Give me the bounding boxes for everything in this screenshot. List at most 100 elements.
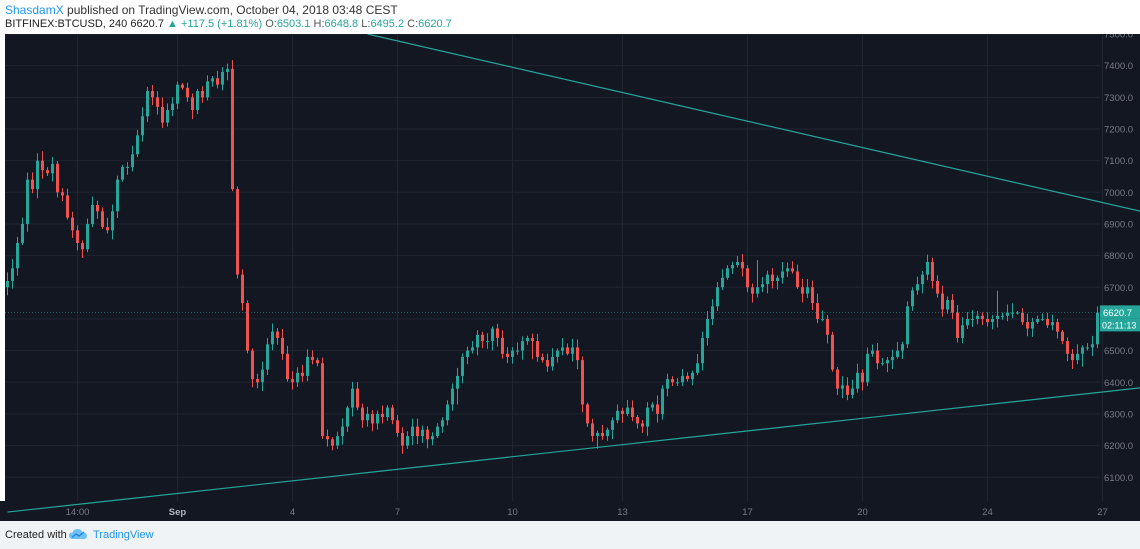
candle-body xyxy=(896,350,899,357)
y-tick-label: 7000.0 xyxy=(1104,188,1133,199)
candle-body xyxy=(291,379,294,383)
price-axis-pane xyxy=(1100,34,1140,501)
candle-body xyxy=(131,154,134,167)
candle-body xyxy=(956,312,959,338)
candle-body xyxy=(831,334,834,370)
candle-body xyxy=(86,223,89,250)
candle-body xyxy=(406,436,409,446)
candle-body xyxy=(81,242,84,250)
y-tick-label: 6500.0 xyxy=(1104,346,1133,357)
candle-body xyxy=(11,268,14,281)
candle-body xyxy=(946,299,949,310)
author-link[interactable]: ShasdamX xyxy=(5,3,64,17)
candle-body xyxy=(821,318,824,320)
candle-body xyxy=(46,170,49,174)
candle-body xyxy=(1071,353,1074,361)
candle-body xyxy=(471,347,474,351)
publish-text: published on TradingView.com, October 04… xyxy=(67,3,398,17)
candle-body xyxy=(26,179,29,224)
candle-body xyxy=(426,429,429,440)
candle-body xyxy=(901,344,904,351)
candle-body xyxy=(846,385,849,395)
candle-body xyxy=(41,160,44,171)
candle-body xyxy=(1021,312,1024,323)
candle-body xyxy=(1091,344,1094,348)
countdown-label: 02:11:13 xyxy=(1102,320,1136,330)
candle-body xyxy=(266,344,269,370)
candle-body xyxy=(411,426,414,437)
candle-body xyxy=(61,192,64,196)
last-price-label: 6620.7 xyxy=(1103,308,1132,319)
candle-body xyxy=(921,274,924,285)
candle-body xyxy=(206,81,209,98)
candle-body xyxy=(216,78,219,85)
candle-body xyxy=(221,71,224,85)
countdown-tag xyxy=(1100,318,1140,332)
candle-body xyxy=(476,334,479,348)
candles xyxy=(6,60,1099,454)
candle-body xyxy=(786,268,789,272)
candle-body xyxy=(271,331,274,345)
x-tick-label: 17 xyxy=(742,507,753,518)
open-value: 6503.1 xyxy=(276,18,311,30)
candle-body xyxy=(486,341,489,343)
candle-body xyxy=(891,356,894,361)
candle-body xyxy=(916,284,919,291)
price-chart[interactable]: 6100.06200.06300.06400.06500.06600.06700… xyxy=(0,34,1140,521)
candle-body xyxy=(1081,347,1084,354)
candle-body xyxy=(301,372,304,376)
candle-body xyxy=(51,163,54,174)
x-tick-label: 10 xyxy=(507,507,518,518)
y-tick-label: 6900.0 xyxy=(1104,219,1133,230)
chart-header: ShasdamX published on TradingView.com, O… xyxy=(0,0,1140,34)
candle-body xyxy=(201,90,204,98)
candle-body xyxy=(631,407,634,418)
candle-body xyxy=(491,328,494,342)
candle-body xyxy=(536,341,539,357)
candle-body xyxy=(181,84,184,88)
candle-body xyxy=(911,290,914,307)
high-label: H: xyxy=(313,18,325,30)
candle-body xyxy=(586,404,589,424)
candle-body xyxy=(161,106,164,123)
x-tick-label: 20 xyxy=(857,507,868,518)
x-tick-label: 27 xyxy=(1097,507,1108,518)
candle-body xyxy=(231,68,234,190)
candle-body xyxy=(996,315,999,319)
candle-body xyxy=(191,97,194,110)
candle-body xyxy=(396,420,399,433)
candle-body xyxy=(136,135,139,155)
candle-body xyxy=(951,299,954,313)
candle-body xyxy=(31,179,34,190)
candle-body xyxy=(871,350,874,354)
last-price-tag xyxy=(1100,305,1140,319)
tradingview-cloud-icon[interactable] xyxy=(68,527,88,541)
candle-body xyxy=(1076,353,1079,361)
candle-body xyxy=(91,204,94,224)
candle-body xyxy=(296,372,299,383)
candle-body xyxy=(936,280,939,294)
candle-body xyxy=(756,287,759,294)
candle-body xyxy=(1046,318,1049,326)
candle-body xyxy=(261,369,264,383)
candle-body xyxy=(211,78,214,82)
tradingview-link[interactable]: TradingView xyxy=(93,529,154,541)
candle-body xyxy=(251,350,254,380)
y-tick-label: 6400.0 xyxy=(1104,378,1133,389)
footer-bar: Created with TradingView xyxy=(0,521,1140,549)
candle-body xyxy=(436,426,439,437)
candle-body xyxy=(376,413,379,424)
candle-body xyxy=(416,426,419,437)
high-value: 6648.8 xyxy=(324,18,359,30)
candle-body xyxy=(961,325,964,338)
candle-body xyxy=(451,388,454,405)
trendline xyxy=(7,387,1140,513)
candle-body xyxy=(256,379,259,383)
candle-body xyxy=(851,388,854,395)
candle-body xyxy=(716,287,719,307)
symbol-label[interactable]: BITFINEX:BTCUSD, 240 xyxy=(5,18,128,30)
candle-body xyxy=(36,160,39,190)
candle-body xyxy=(506,353,509,357)
candle-body xyxy=(96,204,99,212)
candle-body xyxy=(646,407,649,427)
